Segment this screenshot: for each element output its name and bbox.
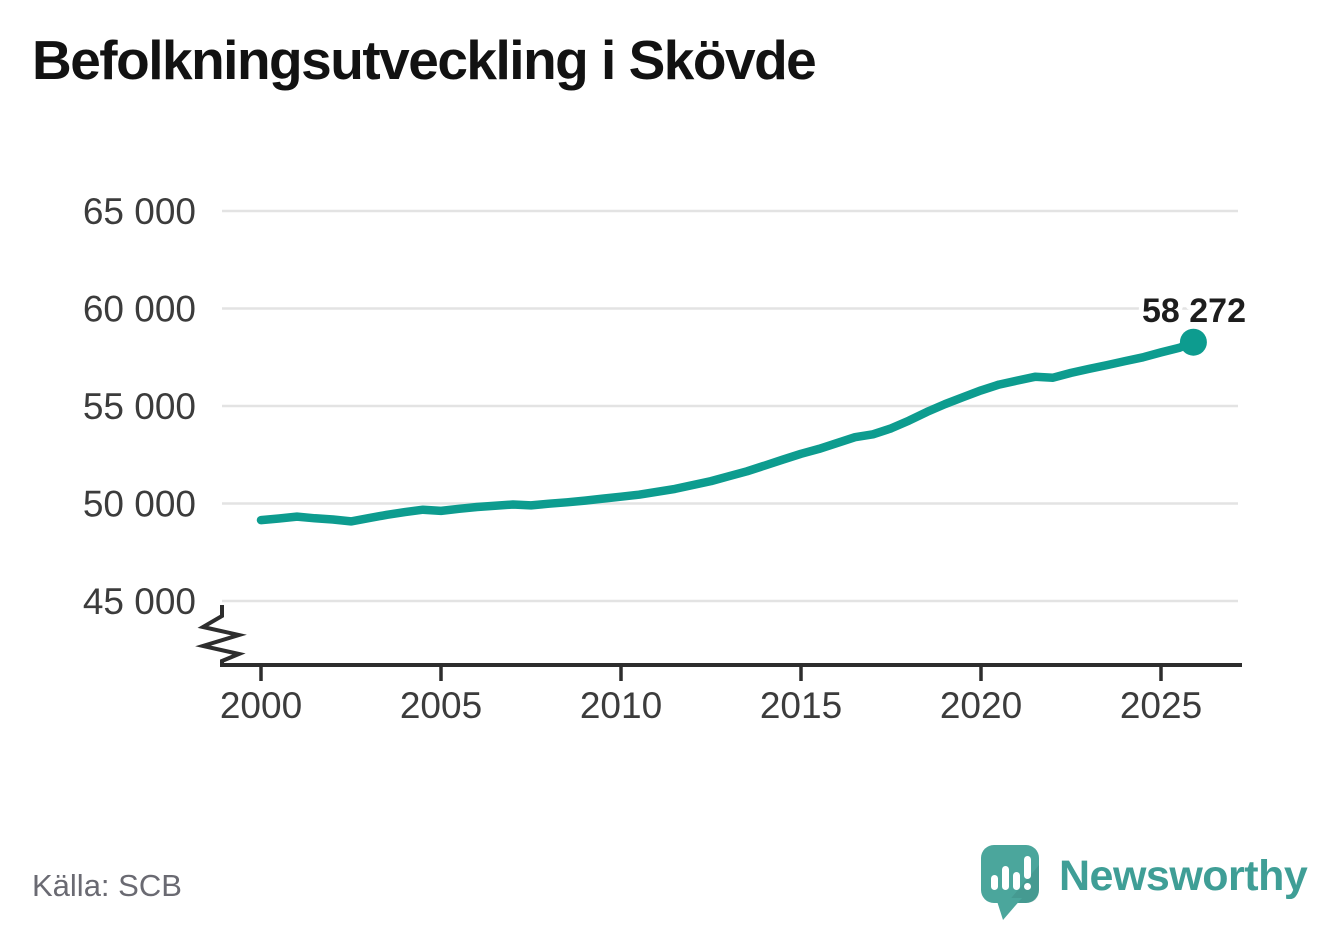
last-value-annotation: 58 272 [1137, 287, 1251, 335]
x-tick-label: 2015 [760, 685, 842, 726]
newsworthy-wordmark: Newsworthy [1059, 851, 1308, 900]
last-point-dot [1179, 328, 1207, 356]
icon-bar-1 [991, 875, 998, 890]
page-title: Befolkningsutveckling i Skövde [32, 29, 817, 91]
x-tick-label: 2005 [400, 685, 482, 726]
source-label: Källa: SCB [32, 868, 182, 903]
x-axis [222, 663, 1242, 681]
icon-exclamation-dot [1024, 883, 1031, 890]
icon-bar-3 [1013, 872, 1020, 890]
gridlines [222, 209, 1238, 603]
y-tick-label: 50 000 [83, 484, 196, 525]
icon-exclamation-bar [1024, 856, 1031, 879]
y-tick-label: 55 000 [83, 386, 196, 427]
x-tick-label: 2020 [940, 685, 1022, 726]
y-tick-label: 45 000 [83, 581, 196, 622]
y-tick-label: 60 000 [83, 289, 196, 330]
y-tick-label: 65 000 [83, 191, 196, 232]
last-value-label: 58 272 [1142, 292, 1246, 330]
x-tick-label: 2025 [1120, 685, 1202, 726]
x-tick-label: 2010 [580, 685, 662, 726]
y-axis-labels: 45 000 50 000 55 000 60 000 65 000 [83, 191, 196, 622]
newsworthy-logo: Newsworthy [980, 844, 1308, 922]
axis-break-zigzag [195, 605, 247, 667]
x-axis-labels: 2000 2005 2010 2015 2020 2025 [220, 685, 1202, 726]
axis-break-icon [195, 605, 247, 667]
newsworthy-speech-bubble-chart-icon [981, 845, 1039, 920]
data-series [256, 328, 1207, 526]
population-line [256, 337, 1198, 526]
icon-bubble-tail [996, 898, 1022, 920]
x-tick-label: 2000 [220, 685, 302, 726]
icon-bar-2 [1002, 866, 1009, 890]
